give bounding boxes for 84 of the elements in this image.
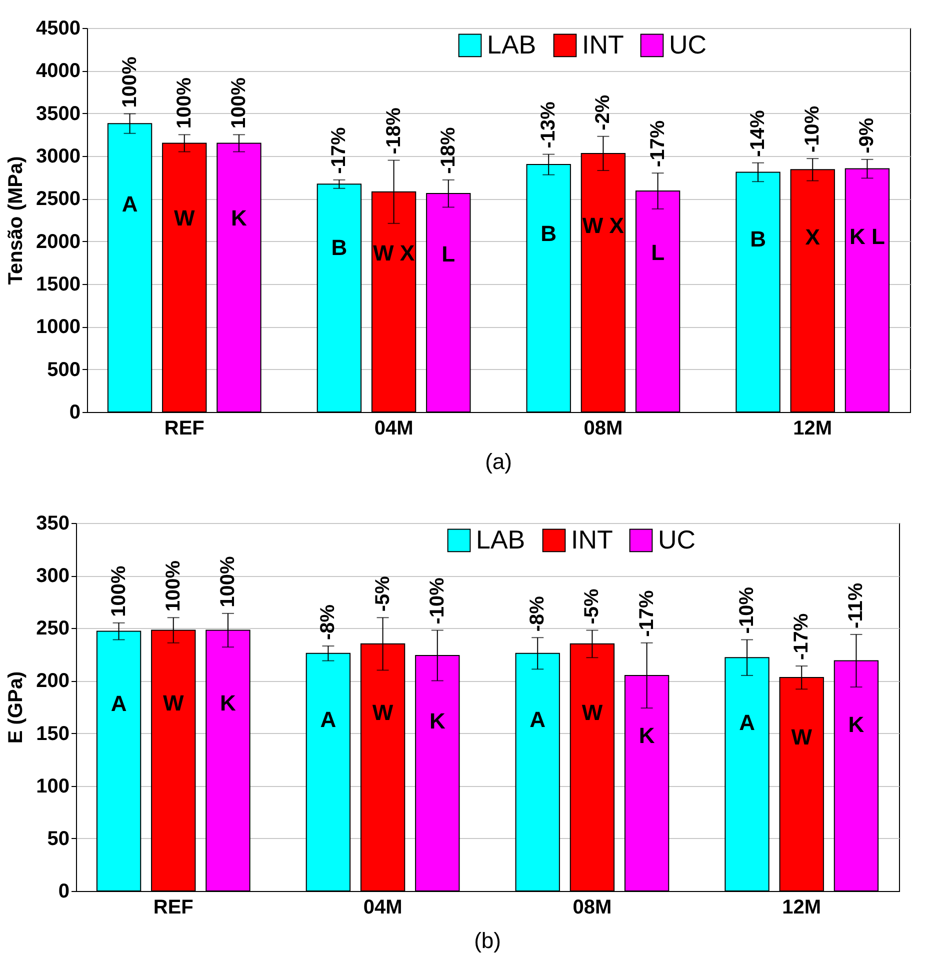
annotation: -10% [426, 577, 448, 624]
legend-label: LAB [476, 524, 526, 554]
annotation: -17% [790, 613, 813, 660]
annotation: -17% [646, 120, 669, 168]
annotation: L [651, 240, 665, 265]
y-tick-label: 2000 [36, 230, 80, 253]
annotation: -14% [747, 110, 770, 157]
annotation: 100% [216, 556, 239, 608]
y-tick-label: 0 [58, 880, 70, 902]
annotation: A [122, 191, 138, 216]
legend-label: UC [658, 524, 696, 554]
annotation: K [220, 690, 236, 716]
annotation: -18% [437, 126, 460, 174]
annotation: -8% [317, 604, 340, 640]
annotation: A [739, 710, 756, 735]
y-axis-title: Tensão (MPa) [5, 156, 28, 285]
annotation: -10% [736, 586, 758, 634]
annotation: 100% [162, 560, 184, 612]
annotation: -18% [382, 107, 405, 154]
annotation: K [231, 205, 248, 230]
annotation: K [429, 708, 446, 734]
x-tick-label: REF [153, 896, 194, 918]
annotation: K [638, 722, 655, 748]
annotation: A [530, 706, 546, 732]
annotation: W [582, 700, 603, 726]
annotation: 100% [228, 77, 250, 129]
x-tick-label: 08M [584, 418, 623, 440]
annotation: W [174, 205, 195, 230]
y-tick-label: 500 [47, 358, 80, 381]
annotation: B [540, 220, 557, 246]
annotation: K [848, 712, 864, 738]
annotation: W X [582, 212, 624, 238]
annotation: -11% [845, 582, 868, 628]
y-tick-label: 350 [36, 512, 70, 534]
y-tick-label: 50 [47, 828, 70, 850]
annotation: W [372, 700, 394, 726]
annotation: -8% [526, 596, 549, 632]
y-tick-label: 200 [36, 670, 70, 692]
annotation: -5% [581, 588, 604, 624]
annotation: 100% [173, 77, 196, 129]
y-tick-label: 150 [36, 722, 70, 745]
annotation: -13% [538, 101, 560, 148]
annotation: W X [373, 240, 415, 266]
annotation: 100% [108, 566, 130, 617]
annotation: X [805, 224, 820, 250]
annotation: -17% [636, 590, 658, 637]
y-tick-label: 300 [36, 565, 70, 588]
y-tick-label: 3500 [36, 102, 80, 125]
annotation: 100% [118, 56, 141, 108]
legend-label: LAB [487, 29, 536, 60]
text: (a) [485, 449, 512, 474]
y-tick-label: 2500 [36, 188, 80, 210]
y-tick-label: 100 [36, 775, 70, 798]
annotation: L [442, 242, 456, 267]
annotation: W [791, 724, 812, 750]
text: (b) [474, 928, 501, 953]
legend-label: UC [669, 29, 707, 60]
annotation: B [331, 234, 348, 260]
legend-label: INT [571, 524, 613, 554]
x-tick-label: 04M [374, 418, 414, 440]
x-tick-label: 12M [782, 896, 822, 918]
x-tick-label: 04M [363, 896, 402, 918]
annotation: -5% [372, 576, 394, 612]
annotation: -9% [856, 118, 878, 154]
y-tick-label: 1500 [36, 274, 80, 296]
y-axis-title: E (GPa) [5, 671, 28, 744]
annotation: -2% [592, 94, 614, 130]
annotation: A [320, 706, 336, 732]
annotation: -10% [802, 106, 824, 153]
y-tick-label: 4500 [36, 18, 80, 40]
annotation: A [110, 691, 127, 716]
y-tick-label: 3000 [36, 146, 80, 168]
y-tick-label: 4000 [36, 60, 80, 82]
annotation: K L [849, 224, 885, 249]
x-tick-label: 12M [793, 418, 832, 440]
legend-label: INT [582, 29, 624, 60]
annotation: -17% [328, 126, 350, 174]
annotation: W [162, 690, 184, 716]
y-tick-label: 0 [69, 402, 80, 424]
y-tick-label: 250 [36, 618, 70, 640]
x-tick-label: 08M [572, 896, 612, 918]
annotation: B [750, 226, 766, 252]
x-tick-label: REF [164, 418, 204, 440]
y-tick-label: 1000 [36, 316, 80, 338]
